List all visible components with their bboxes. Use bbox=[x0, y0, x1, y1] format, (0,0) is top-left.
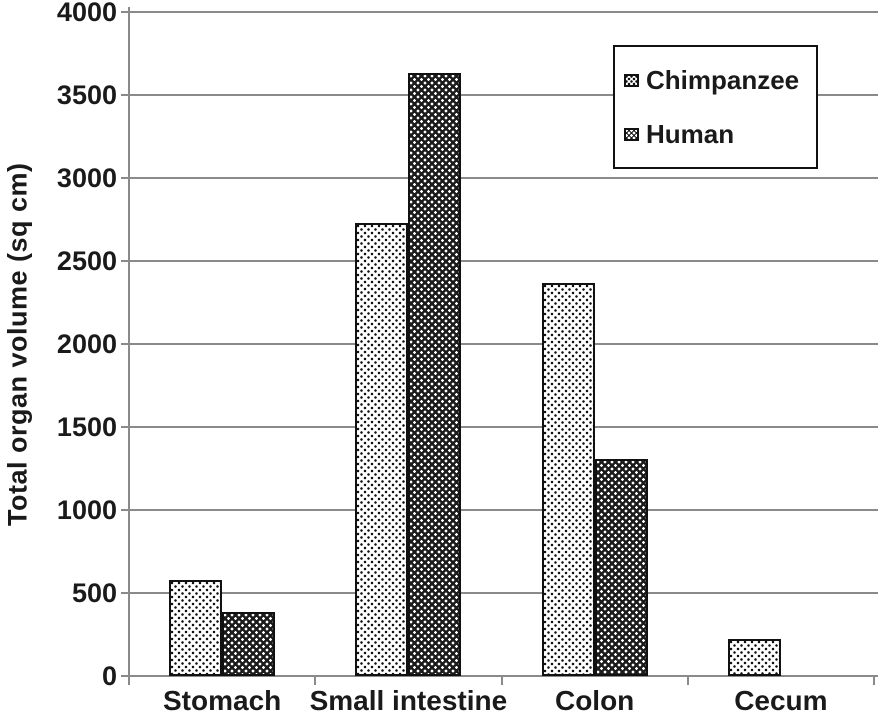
x-axis-tick-0 bbox=[128, 676, 130, 685]
y-axis-tick-0 bbox=[121, 675, 129, 677]
y-axis-tick-2000 bbox=[121, 343, 129, 345]
y-axis-tick-3000 bbox=[121, 177, 129, 179]
y-axis-tick-3500 bbox=[121, 94, 129, 96]
gridline-2500 bbox=[129, 260, 878, 262]
gridline-3500 bbox=[129, 94, 878, 96]
y-axis-line bbox=[128, 7, 130, 677]
x-axis-tick-1 bbox=[314, 676, 317, 685]
gridline-1000 bbox=[129, 509, 878, 511]
y-tick-label-500: 500 bbox=[71, 578, 117, 608]
y-axis-tick-1000 bbox=[121, 509, 129, 511]
y-tick-label-0: 0 bbox=[101, 661, 117, 691]
gridline-3000 bbox=[129, 177, 878, 179]
human-pattern-swatch-icon bbox=[624, 127, 639, 141]
bar-chimpanzee-colon bbox=[541, 282, 595, 676]
x-label-small-intestine: Small intestine bbox=[309, 685, 508, 716]
bar-human-small-intestine bbox=[408, 73, 462, 676]
y-axis-tick-2500 bbox=[121, 260, 129, 262]
y-tick-label-2000: 2000 bbox=[56, 329, 117, 359]
y-tick-label-1000: 1000 bbox=[56, 495, 117, 525]
legend: Chimpanzee Human bbox=[613, 45, 818, 169]
y-tick-label-3500: 3500 bbox=[56, 80, 117, 110]
y-axis-tick-4000 bbox=[121, 11, 129, 13]
gridline-2000 bbox=[129, 343, 878, 345]
y-axis-tick-500 bbox=[121, 592, 129, 594]
chimpanzee-pattern-swatch-icon bbox=[624, 73, 639, 87]
legend-label-chimpanzee: Chimpanzee bbox=[646, 65, 800, 95]
bar-human-stomach bbox=[222, 612, 276, 676]
bar-human-colon bbox=[594, 458, 648, 676]
legend-label-human: Human bbox=[646, 119, 735, 149]
y-tick-label-1500: 1500 bbox=[56, 412, 117, 442]
gridline-4000 bbox=[129, 11, 878, 13]
x-axis-tick-2 bbox=[500, 676, 503, 685]
legend-item-human: Human bbox=[624, 120, 816, 148]
x-label-colon: Colon bbox=[554, 685, 635, 716]
x-label-stomach: Stomach bbox=[163, 685, 282, 716]
bar-chimpanzee-small-intestine bbox=[355, 222, 409, 676]
x-axis-tick-4 bbox=[873, 676, 875, 685]
gridline-500 bbox=[129, 592, 878, 594]
bar-chimpanzee-stomach bbox=[169, 579, 223, 676]
y-axis-tick-1500 bbox=[121, 426, 129, 428]
x-label-cecum: Cecum bbox=[734, 685, 828, 716]
gridline-0 bbox=[129, 675, 878, 677]
y-tick-label-4000: 4000 bbox=[56, 0, 117, 27]
gridline-1500 bbox=[129, 426, 878, 428]
legend-item-chimpanzee: Chimpanzee bbox=[624, 66, 816, 94]
bar-chimpanzee-cecum bbox=[727, 638, 781, 676]
x-axis-tick-3 bbox=[686, 676, 689, 685]
y-tick-label-2500: 2500 bbox=[56, 246, 117, 276]
y-tick-label-3000: 3000 bbox=[56, 163, 117, 193]
